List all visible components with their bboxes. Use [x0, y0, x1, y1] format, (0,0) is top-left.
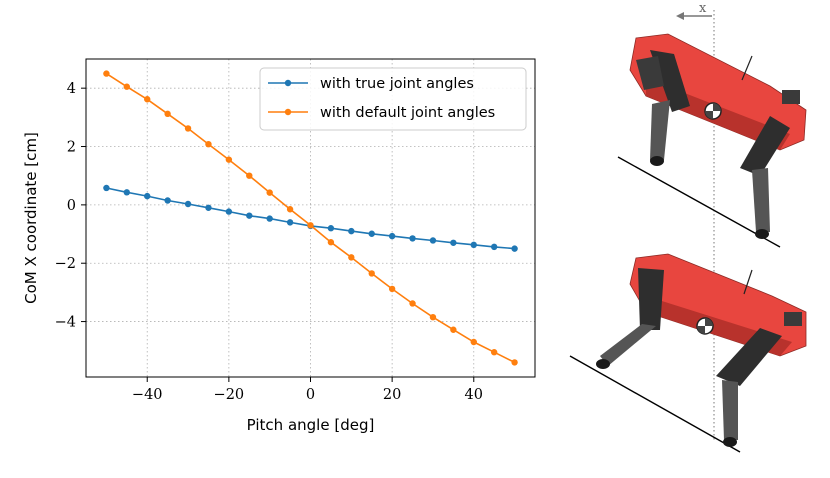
- robot-top-com-fill: [705, 103, 721, 119]
- data-point: [225, 156, 233, 163]
- data-point: [144, 192, 151, 200]
- data-point: [388, 232, 396, 240]
- data-point: [511, 245, 518, 252]
- data-point: [123, 189, 131, 196]
- legend: with true joint angles with default join…: [259, 67, 527, 131]
- y-tick-label: −4: [55, 315, 76, 331]
- y-axis-label: CoM X coordinate [cm]: [22, 132, 40, 304]
- x-tick-label: 40: [465, 387, 483, 403]
- robot-top-sensor: [782, 90, 800, 104]
- robot-bottom-rear-foot: [723, 437, 737, 447]
- series-layer: [103, 70, 518, 366]
- data-point: [348, 227, 355, 235]
- legend-box: [259, 67, 527, 131]
- data-point: [184, 200, 192, 208]
- x-axis-label: Pitch angle [deg]: [247, 416, 375, 434]
- data-point: [348, 254, 355, 261]
- ground-slope-top: [617, 156, 781, 248]
- data-point: [266, 189, 273, 196]
- robot-bottom-com-fill: [697, 318, 713, 334]
- x-tick-label: −40: [132, 387, 163, 403]
- data-point: [470, 338, 477, 346]
- data-point: [144, 96, 151, 103]
- data-point: [246, 212, 253, 219]
- y-tick-label: 4: [67, 81, 76, 97]
- data-point: [286, 206, 294, 213]
- legend-label-true: with true joint angles: [320, 76, 474, 92]
- data-point: [103, 184, 110, 192]
- data-point: [103, 70, 110, 77]
- robot-top-front-thigh: [650, 50, 690, 112]
- data-point: [490, 349, 498, 356]
- data-point: [368, 230, 375, 237]
- robot-illustration: x: [569, 1, 807, 453]
- ground-slope-bottom: [569, 355, 741, 453]
- data-point: [164, 110, 171, 118]
- data-point: [429, 313, 437, 321]
- data-point: [450, 326, 457, 333]
- data-point: [266, 215, 273, 222]
- robot-top-rear-thigh: [740, 116, 790, 176]
- x-arrow-head: [676, 12, 684, 20]
- data-point: [368, 270, 375, 277]
- robot-bottom-front-thigh: [638, 268, 664, 330]
- data-point: [450, 239, 457, 246]
- robot-top-hip-front: [636, 56, 664, 90]
- data-point: [286, 219, 294, 226]
- x-tick-label: 20: [383, 387, 401, 403]
- robot-top-front-shank: [650, 100, 670, 160]
- data-point: [123, 83, 131, 90]
- y-tick-label: −2: [55, 256, 76, 272]
- robot-bottom-sensor: [784, 312, 802, 326]
- data-point: [429, 237, 437, 244]
- robot-bottom-antenna: [743, 269, 753, 295]
- data-point: [205, 140, 212, 148]
- robot-top: [617, 33, 807, 248]
- robot-top-front-foot: [650, 156, 664, 166]
- legend-marker-default: [284, 108, 292, 116]
- legend-label-default: with default joint angles: [320, 105, 495, 121]
- data-point: [164, 197, 171, 204]
- x-tick-label: 0: [306, 387, 315, 403]
- data-point: [225, 208, 233, 215]
- data-point: [184, 125, 192, 132]
- data-point: [327, 239, 335, 246]
- data-point: [490, 243, 498, 251]
- y-tick-label: 0: [67, 198, 76, 214]
- robot-bottom-rear-thigh: [716, 328, 782, 386]
- data-point: [246, 172, 253, 179]
- robot-bottom-front-shank: [600, 324, 656, 366]
- data-point: [388, 285, 396, 293]
- y-tick-label: 2: [67, 140, 76, 156]
- robot-top-rear-shank: [752, 168, 770, 232]
- data-point: [511, 359, 518, 366]
- robot-bottom-front-foot: [596, 359, 610, 369]
- robot-top-rear-foot: [755, 229, 769, 239]
- data-point: [470, 241, 477, 249]
- data-point: [409, 300, 416, 307]
- robot-top-antenna: [741, 55, 753, 81]
- data-point: [205, 204, 212, 211]
- x-axis-marker-label: x: [699, 1, 707, 16]
- data-point: [327, 225, 335, 232]
- legend-marker-true: [284, 79, 292, 87]
- robot-bottom-rear-shank: [722, 380, 738, 440]
- robot-bottom: [569, 253, 807, 453]
- x-tick-label: −20: [214, 387, 245, 403]
- data-point: [307, 222, 314, 229]
- data-point: [409, 235, 416, 242]
